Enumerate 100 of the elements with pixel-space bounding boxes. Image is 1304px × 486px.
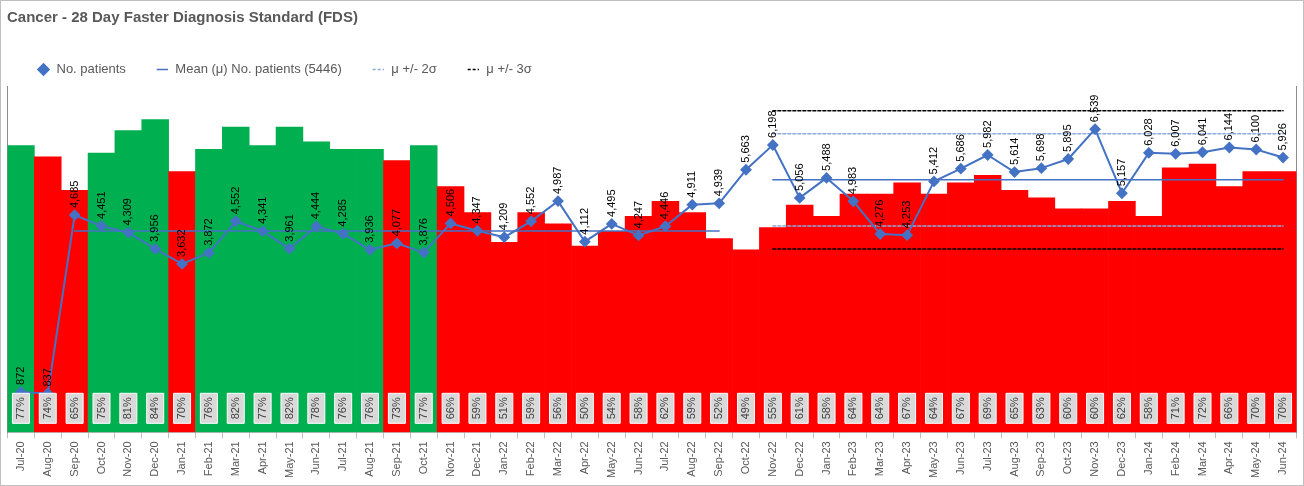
x-tick-label: Jan-23 xyxy=(819,441,832,475)
data-label: 4,983 xyxy=(846,166,859,195)
data-label: 76% xyxy=(363,397,376,420)
x-tick-label: Jul-22 xyxy=(658,441,671,472)
data-label: 5,663 xyxy=(739,135,752,163)
data-label: 5,614 xyxy=(1007,137,1020,166)
x-tick-label: Jun-23 xyxy=(953,441,966,475)
data-label: 3,632 xyxy=(175,229,188,257)
data-label: 4,112 xyxy=(577,207,590,235)
x-tick-label: Sep-23 xyxy=(1034,441,1047,477)
data-label: 65% xyxy=(1007,397,1020,420)
data-label: 72% xyxy=(1195,397,1208,420)
data-label: 82% xyxy=(282,397,295,420)
data-label: 5,982 xyxy=(980,120,993,148)
data-label: 65% xyxy=(67,397,80,420)
x-tick-label: Feb-22 xyxy=(524,441,537,477)
data-label: 59% xyxy=(685,397,698,420)
data-label: 4,247 xyxy=(631,200,644,229)
x-tick-label: Aug-21 xyxy=(363,441,376,477)
x-tick-label: Dec-20 xyxy=(148,441,161,477)
data-label: 4,309 xyxy=(121,198,134,226)
x-tick-label: Jun-21 xyxy=(309,441,322,475)
x-tick-label: Sep-20 xyxy=(67,441,80,477)
data-label: 58% xyxy=(819,397,832,420)
x-tick-label: Jun-24 xyxy=(1276,441,1289,475)
data-label: 77% xyxy=(13,397,26,420)
data-label: 62% xyxy=(1114,397,1127,420)
data-label: 49% xyxy=(739,397,752,420)
x-tick-label: Dec-22 xyxy=(792,441,805,477)
data-label: 4,506 xyxy=(443,188,456,217)
data-label: 71% xyxy=(1168,397,1181,420)
data-label: 77% xyxy=(416,397,429,420)
data-label: 6,028 xyxy=(1141,118,1154,146)
data-label: 872 xyxy=(13,366,26,385)
data-label: 60% xyxy=(1088,397,1101,420)
x-tick-label: May-22 xyxy=(604,441,617,479)
data-label: 84% xyxy=(148,397,161,420)
x-tick-label: Apr-23 xyxy=(900,441,913,475)
data-label: 4,446 xyxy=(658,191,671,220)
x-tick-label: May-21 xyxy=(282,441,295,479)
data-label: 4,253 xyxy=(900,200,913,229)
data-label: 76% xyxy=(201,397,214,420)
x-tick-label: Nov-21 xyxy=(443,441,456,477)
data-label: 5,895 xyxy=(1061,124,1074,153)
data-label: 5,926 xyxy=(1276,123,1289,151)
x-tick-label: Jul-20 xyxy=(13,441,26,472)
data-label: 837 xyxy=(40,368,53,387)
x-tick-label: Jun-22 xyxy=(631,441,644,475)
data-label: 55% xyxy=(765,397,778,420)
x-tick-label: Apr-24 xyxy=(1222,441,1235,475)
data-label: 60% xyxy=(1061,397,1074,420)
data-label: 58% xyxy=(1141,397,1154,420)
data-label: 4,939 xyxy=(712,168,725,197)
data-label: 5,056 xyxy=(792,163,805,191)
data-label: 70% xyxy=(175,397,188,420)
data-label: 67% xyxy=(900,397,913,420)
data-label: 59% xyxy=(470,397,483,420)
data-label: 4,077 xyxy=(389,208,402,237)
data-label: 3,872 xyxy=(201,218,214,246)
x-tick-label: Oct-22 xyxy=(739,441,752,475)
data-label: 6,100 xyxy=(1249,114,1262,143)
legend-label: μ +/- 3σ xyxy=(486,61,532,77)
x-tick-label: Aug-23 xyxy=(1007,441,1020,477)
data-label: 52% xyxy=(712,397,725,420)
data-label: 3,936 xyxy=(363,215,376,243)
data-label: 6,041 xyxy=(1195,117,1208,146)
data-label: 5,698 xyxy=(1034,133,1047,162)
legend-label: Mean (μ) No. patients (5446) xyxy=(175,61,342,77)
x-tick-label: Feb-24 xyxy=(1168,441,1181,477)
data-label: 75% xyxy=(94,397,107,420)
data-label: 74% xyxy=(40,397,53,420)
data-label: 3,956 xyxy=(148,214,161,242)
data-label: 64% xyxy=(873,397,886,420)
x-tick-label: Nov-23 xyxy=(1088,441,1101,477)
data-label: 59% xyxy=(524,397,537,420)
data-label: 4,341 xyxy=(255,196,268,225)
x-tick-label: Oct-21 xyxy=(416,441,429,475)
x-tick-label: Mar-21 xyxy=(228,441,241,477)
legend-label: μ +/- 2σ xyxy=(391,61,437,77)
x-tick-label: Oct-20 xyxy=(94,441,107,475)
x-tick-label: Mar-22 xyxy=(551,441,564,477)
x-tick-label: Feb-21 xyxy=(201,441,214,477)
data-label: 70% xyxy=(1249,397,1262,420)
data-label: 4,209 xyxy=(497,202,510,231)
x-tick-label: Sep-22 xyxy=(712,441,725,477)
x-tick-label: Jan-24 xyxy=(1141,441,1154,475)
data-label: 69% xyxy=(980,397,993,420)
data-label: 76% xyxy=(336,397,349,420)
data-label: 70% xyxy=(1276,397,1289,420)
x-tick-label: Jan-21 xyxy=(175,441,188,475)
x-tick-label: Aug-20 xyxy=(40,441,53,477)
data-label: 4,552 xyxy=(228,186,241,215)
data-label: 4,444 xyxy=(309,191,322,220)
x-tick-label: Dec-23 xyxy=(1114,441,1127,477)
data-label: 4,987 xyxy=(551,166,564,195)
data-label: 58% xyxy=(631,397,644,420)
data-label: 5,686 xyxy=(953,134,966,162)
data-label: 51% xyxy=(497,397,510,420)
data-label: 67% xyxy=(953,397,966,420)
data-label: 54% xyxy=(604,397,617,420)
